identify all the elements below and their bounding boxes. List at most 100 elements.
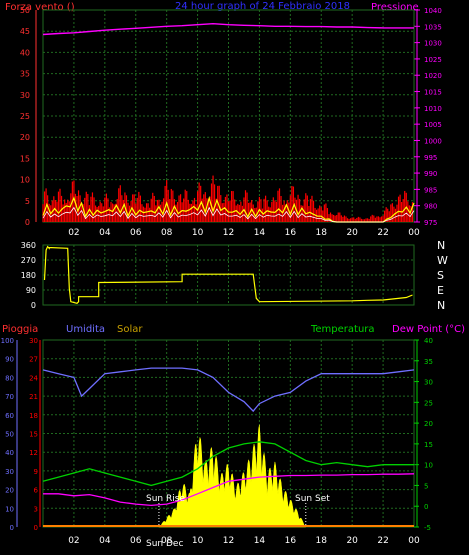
left-tick-label: 15 xyxy=(20,154,30,163)
humidity-tick-label: 0 xyxy=(10,524,14,532)
rain-tick-label: 21 xyxy=(29,393,38,401)
humidity-tick-label: 70 xyxy=(5,393,14,401)
legend-solar: Solar xyxy=(117,324,143,335)
x-tick-label: 00 xyxy=(408,228,420,238)
right-tick-label: 980 xyxy=(424,203,437,211)
x-tick-label: 20 xyxy=(346,536,358,546)
rain-tick-label: 15 xyxy=(29,431,38,439)
humidity-tick-label: 80 xyxy=(5,374,14,382)
left-tick-label: 360 xyxy=(21,241,36,250)
compass-label: N xyxy=(437,239,445,252)
right-tick-label: 975 xyxy=(424,219,437,227)
humidity-tick-label: 20 xyxy=(5,487,14,495)
pressure-line xyxy=(42,22,414,36)
legend-dewpoint: Dew Point (°C) xyxy=(392,324,465,335)
temp-tick-label: 20 xyxy=(424,420,433,428)
x-tick-label: 10 xyxy=(192,228,204,238)
rain-tick-label: 27 xyxy=(29,356,38,364)
x-tick-label: 12 xyxy=(223,536,234,546)
rain-tick-label: 30 xyxy=(29,337,38,345)
right-tick-label: 1005 xyxy=(424,121,442,129)
left-tick-label: 25 xyxy=(20,112,30,121)
temp-tick-label: 30 xyxy=(424,379,433,387)
temp-tick-label: 40 xyxy=(424,337,433,345)
wind-mean-line xyxy=(42,206,415,223)
rain-tick-label: 0 xyxy=(34,524,38,532)
right-tick-label: 985 xyxy=(424,186,437,194)
x-tick-label: 14 xyxy=(254,536,266,546)
x-tick-label: 04 xyxy=(99,536,111,546)
right-tick-label: 995 xyxy=(424,154,437,162)
right-tick-label: 1020 xyxy=(424,72,442,80)
humidity-tick-label: 10 xyxy=(5,505,14,513)
legend-temperature: Temperatura xyxy=(310,324,375,335)
x-tick-label: 00 xyxy=(408,536,420,546)
x-tick-label: 16 xyxy=(285,536,297,546)
compass-label: S xyxy=(437,269,444,282)
temp-tick-label: 35 xyxy=(424,358,433,366)
right-tick-label: 1015 xyxy=(424,89,442,97)
left-tick-label: 10 xyxy=(20,176,30,185)
left-tick-label: 45 xyxy=(20,27,30,36)
humidity-tick-label: 50 xyxy=(5,431,14,439)
x-tick-label: 08 xyxy=(161,536,173,546)
left-tick-label: 40 xyxy=(20,48,30,57)
x-tick-label: 18 xyxy=(316,536,328,546)
compass-label: E xyxy=(437,284,444,297)
x-tick-label: 22 xyxy=(377,228,388,238)
left-tick-label: 0 xyxy=(25,218,30,227)
x-tick-label: 18 xyxy=(316,228,328,238)
right-tick-label: 1030 xyxy=(424,40,442,48)
legend-rain: Pioggia xyxy=(2,324,38,335)
left-tick-label: 5 xyxy=(25,197,30,206)
rain-tick-label: 24 xyxy=(29,374,38,382)
direction-line xyxy=(43,245,413,304)
humidity-line xyxy=(42,367,415,413)
x-tick-label: 04 xyxy=(99,228,111,238)
right-tick-label: 1025 xyxy=(424,56,442,64)
pressure-axis-title: Pressione xyxy=(371,2,419,13)
legend-humidity: Umidita xyxy=(66,324,105,335)
left-tick-label: 20 xyxy=(20,133,30,142)
x-tick-label: 12 xyxy=(223,228,234,238)
humidity-tick-label: 90 xyxy=(5,356,14,364)
sunset-label: Sun Set xyxy=(295,494,330,504)
x-tick-label: 06 xyxy=(130,536,142,546)
left-tick-label: 90 xyxy=(26,286,36,295)
x-tick-label: 10 xyxy=(192,536,204,546)
rain-tick-label: 9 xyxy=(34,468,38,476)
rain-tick-label: 12 xyxy=(29,449,38,457)
left-tick-label: 30 xyxy=(20,91,30,100)
left-tick-label: 50 xyxy=(20,6,30,15)
x-tick-label: 08 xyxy=(161,228,173,238)
temp-tick-label: 0 xyxy=(424,503,428,511)
solar-area xyxy=(158,424,307,528)
right-tick-label: 1035 xyxy=(424,23,442,31)
x-tick-label: 02 xyxy=(68,536,79,546)
chart-title: 24 hour graph of 24 Febbraio 2018 xyxy=(175,1,350,12)
wind-axis-title: Forza vento () xyxy=(5,2,75,13)
temp-tick-label: -5 xyxy=(424,524,431,532)
wind-pressure-panel: 0510152025303540455097598098599099510001… xyxy=(20,6,442,238)
temperature-line xyxy=(42,441,414,487)
temp-tick-label: 15 xyxy=(424,441,433,449)
left-tick-label: 0 xyxy=(31,301,36,310)
x-tick-label: 20 xyxy=(346,228,358,238)
humidity-tick-label: 30 xyxy=(5,468,14,476)
right-tick-label: 990 xyxy=(424,170,437,178)
x-tick-label: 16 xyxy=(285,228,297,238)
rain-tick-label: 6 xyxy=(34,487,39,495)
sun-dec-label: Sun Dec xyxy=(146,539,183,549)
right-tick-label: 1010 xyxy=(424,105,442,113)
compass-label: W xyxy=(437,254,448,267)
x-tick-label: 06 xyxy=(130,228,142,238)
sunrise-label: Sun Rise xyxy=(146,494,185,504)
dewpoint-line xyxy=(43,473,415,507)
x-tick-label: 22 xyxy=(377,536,388,546)
left-tick-label: 180 xyxy=(21,271,36,280)
temp-tick-label: 10 xyxy=(424,462,433,470)
humidity-tick-label: 60 xyxy=(5,412,14,420)
